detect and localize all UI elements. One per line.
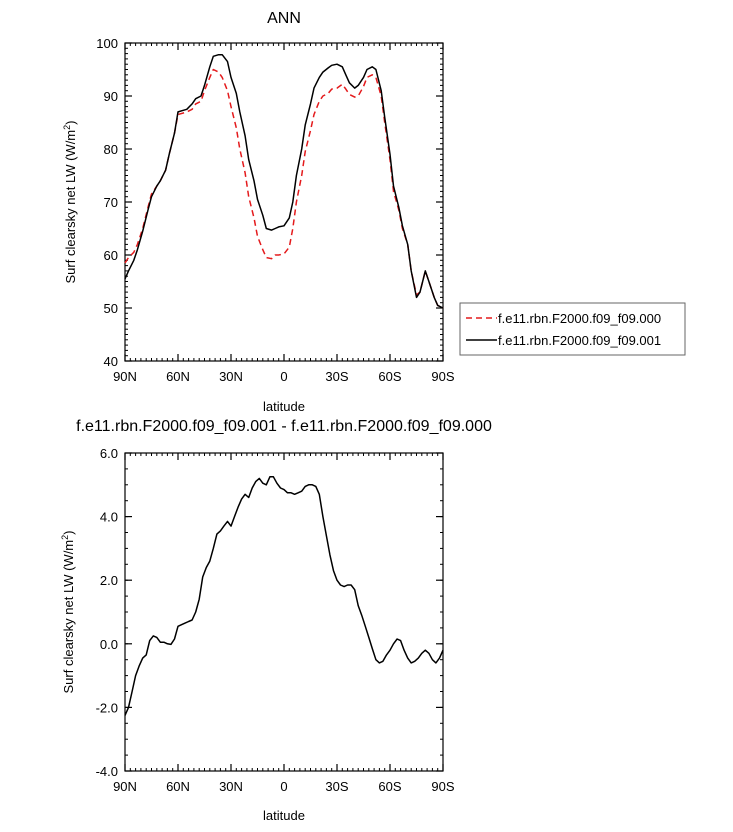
bottom-y-tick-label: 6.0	[100, 446, 118, 461]
bottom-x-tick-label: 30S	[325, 779, 348, 794]
bottom-ylabel-main: Surf clearsky net LW (W/m	[61, 540, 76, 694]
bottom-x-tick-label: 30N	[219, 779, 243, 794]
top-series-line-0	[124, 68, 444, 309]
top-ylabel-main: Surf clearsky net LW (W/m	[63, 130, 78, 284]
bottom-y-tick-label: 4.0	[100, 510, 118, 525]
bottom-ylabel: Surf clearsky net LW (W/m2)	[60, 531, 76, 694]
bottom-title: f.e11.rbn.F2000.f09_f09.001 - f.e11.rbn.…	[76, 418, 492, 435]
top-panel: ANN 40 50 60 70 80 90 100 90N 60N 30N 0 30S 60S 90S l…	[62, 10, 686, 414]
bottom-y-tick-label: 0.0	[100, 637, 118, 652]
top-x-tick-label: 30S	[325, 369, 348, 384]
bottom-y-tick-label: -4.0	[96, 764, 118, 779]
bottom-x-tick-label: 90N	[113, 779, 137, 794]
top-ylabel: Surf clearsky net LW (W/m2)	[62, 121, 78, 284]
legend-label-series-000: f.e11.rbn.F2000.f09_f09.000	[498, 311, 661, 326]
bottom-x-tick-label: 60N	[166, 779, 190, 794]
top-x-tick-label: 90S	[431, 369, 454, 384]
top-x-tick-label: 60S	[378, 369, 401, 384]
bottom-plot-frame	[124, 452, 444, 772]
top-y-tick-label: 40	[104, 354, 118, 369]
top-y-tick-label: 70	[104, 195, 118, 210]
top-x-tick-label: 0	[280, 369, 287, 384]
top-axes: 40 50 60 70 80 90 100 90N 60N 30N 0 30S 60S 90S	[96, 36, 455, 384]
top-x-tick-label: 90N	[113, 369, 137, 384]
top-ylabel-sup: 2	[62, 125, 72, 130]
top-y-tick-label: 90	[104, 89, 118, 104]
top-legend: f.e11.rbn.F2000.f09_f09.000 f.e11.rbn.F2…	[459, 302, 686, 356]
bottom-y-tick-label: -2.0	[96, 700, 118, 715]
top-y-tick-label: 60	[104, 248, 118, 263]
bottom-axes: -4.0 -2.0 0.0 2.0 4.0 6.0 90N 60N 30N 0 30S 60S 90S	[96, 446, 455, 794]
top-x-tick-label: 60N	[166, 369, 190, 384]
top-xlabel: latitude	[263, 399, 305, 414]
bottom-ylabel-close: )	[61, 531, 76, 535]
bottom-panel: f.e11.rbn.F2000.f09_f09.001 - f.e11.rbn.…	[60, 418, 492, 823]
bottom-xlabel: latitude	[263, 808, 305, 823]
legend-box	[459, 302, 686, 356]
top-x-tick-label: 30N	[219, 369, 243, 384]
bottom-ylabel-sup: 2	[60, 535, 70, 540]
top-y-tick-label: 50	[104, 301, 118, 316]
top-y-tick-label: 100	[96, 36, 118, 51]
bottom-series-line-0	[124, 476, 444, 716]
bottom-x-tick-label: 60S	[378, 779, 401, 794]
top-series-line-1	[124, 53, 444, 309]
top-plot-frame	[124, 42, 444, 362]
top-title: ANN	[267, 10, 301, 27]
top-ylabel-close: )	[63, 121, 78, 125]
bottom-y-tick-label: 2.0	[100, 573, 118, 588]
top-y-tick-label: 80	[104, 142, 118, 157]
bottom-x-tick-label: 0	[280, 779, 287, 794]
bottom-x-tick-label: 90S	[431, 779, 454, 794]
legend-label-series-001: f.e11.rbn.F2000.f09_f09.001	[498, 333, 661, 348]
